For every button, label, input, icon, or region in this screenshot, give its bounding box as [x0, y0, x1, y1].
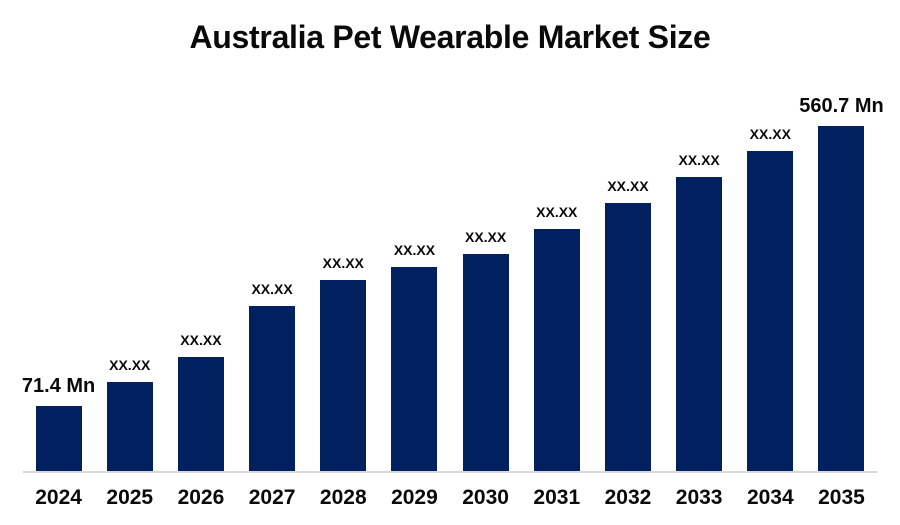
x-axis-line — [23, 471, 877, 473]
bar-2033 — [676, 177, 723, 471]
bar-value-label-2035: 560.7 Mn — [799, 95, 884, 117]
bar-column-2025: XX.XX — [94, 358, 165, 471]
bar-column-2033: XX.XX — [664, 153, 735, 471]
bar-value-label-2026: XX.XX — [180, 332, 222, 348]
bar-value-label-2030: XX.XX — [464, 229, 507, 245]
bar-column-2034: XX.XX — [735, 127, 806, 471]
bar-2030 — [462, 254, 509, 471]
x-axis-label-2028: 2028 — [319, 486, 367, 509]
bar-2024 — [35, 406, 82, 471]
x-axis-label-2024: 2024 — [35, 486, 82, 509]
bar-value-label-2028: XX.XX — [322, 255, 364, 271]
bar-column-2035: 560.7 Mn — [799, 96, 884, 471]
x-axis-label-2030: 2030 — [462, 486, 509, 509]
x-axis-label-2027: 2027 — [248, 486, 296, 509]
bar-column-2031: XX.XX — [521, 205, 592, 471]
bar-column-2024: 71.4 Mn — [21, 375, 96, 471]
bar-value-label-2033: XX.XX — [678, 152, 720, 168]
bar-2032 — [604, 203, 651, 471]
x-axis-label-2031: 2031 — [533, 486, 581, 509]
bar-column-2026: XX.XX — [165, 333, 236, 471]
bar-2026 — [177, 357, 224, 471]
x-axis-label-2026: 2026 — [177, 486, 225, 509]
x-axis-label-2032: 2032 — [604, 486, 652, 509]
bar-value-label-2032: XX.XX — [607, 178, 649, 194]
x-axis-label-2035: 2035 — [818, 486, 865, 509]
bar-2034 — [747, 151, 794, 471]
bar-2028 — [320, 280, 367, 471]
bar-value-label-2029: XX.XX — [393, 242, 436, 258]
bars-row: 71.4 Mn XX.XX XX.XX XX.XX XX.XX XX.XX XX.XX XX.… — [21, 0, 884, 471]
x-axis-label-2025: 2025 — [106, 486, 154, 509]
bar-column-2029: XX.XX — [379, 243, 450, 471]
bar-2025 — [106, 382, 153, 471]
bar-2027 — [249, 306, 296, 471]
plot-area: 71.4 Mn XX.XX XX.XX XX.XX XX.XX XX.XX XX.XX XX.… — [21, 0, 884, 471]
bar-2029 — [391, 267, 438, 471]
bar-value-label-2034: XX.XX — [749, 126, 791, 142]
bar-value-label-2024: 71.4 Mn — [21, 375, 96, 397]
x-axis-label-2033: 2033 — [675, 486, 723, 509]
chart-title: Australia Pet Wearable Market Size — [189, 19, 711, 55]
bar-column-2028: XX.XX — [308, 256, 379, 471]
bar-2035 — [818, 126, 865, 471]
x-axis-label-2029: 2029 — [391, 486, 438, 509]
bar-value-label-2031: XX.XX — [536, 204, 578, 220]
bar-column-2027: XX.XX — [237, 282, 308, 471]
bar-column-2032: XX.XX — [592, 179, 663, 471]
bar-value-label-2027: XX.XX — [251, 281, 293, 297]
x-axis-labels: 2024 2025 2026 2027 2028 2029 2030 2031 2032 2033… — [23, 487, 877, 508]
bar-value-label-2025: XX.XX — [109, 357, 151, 373]
bar-column-2030: XX.XX — [450, 230, 521, 471]
x-axis-label-2034: 2034 — [746, 486, 794, 509]
bar-2031 — [533, 229, 580, 471]
